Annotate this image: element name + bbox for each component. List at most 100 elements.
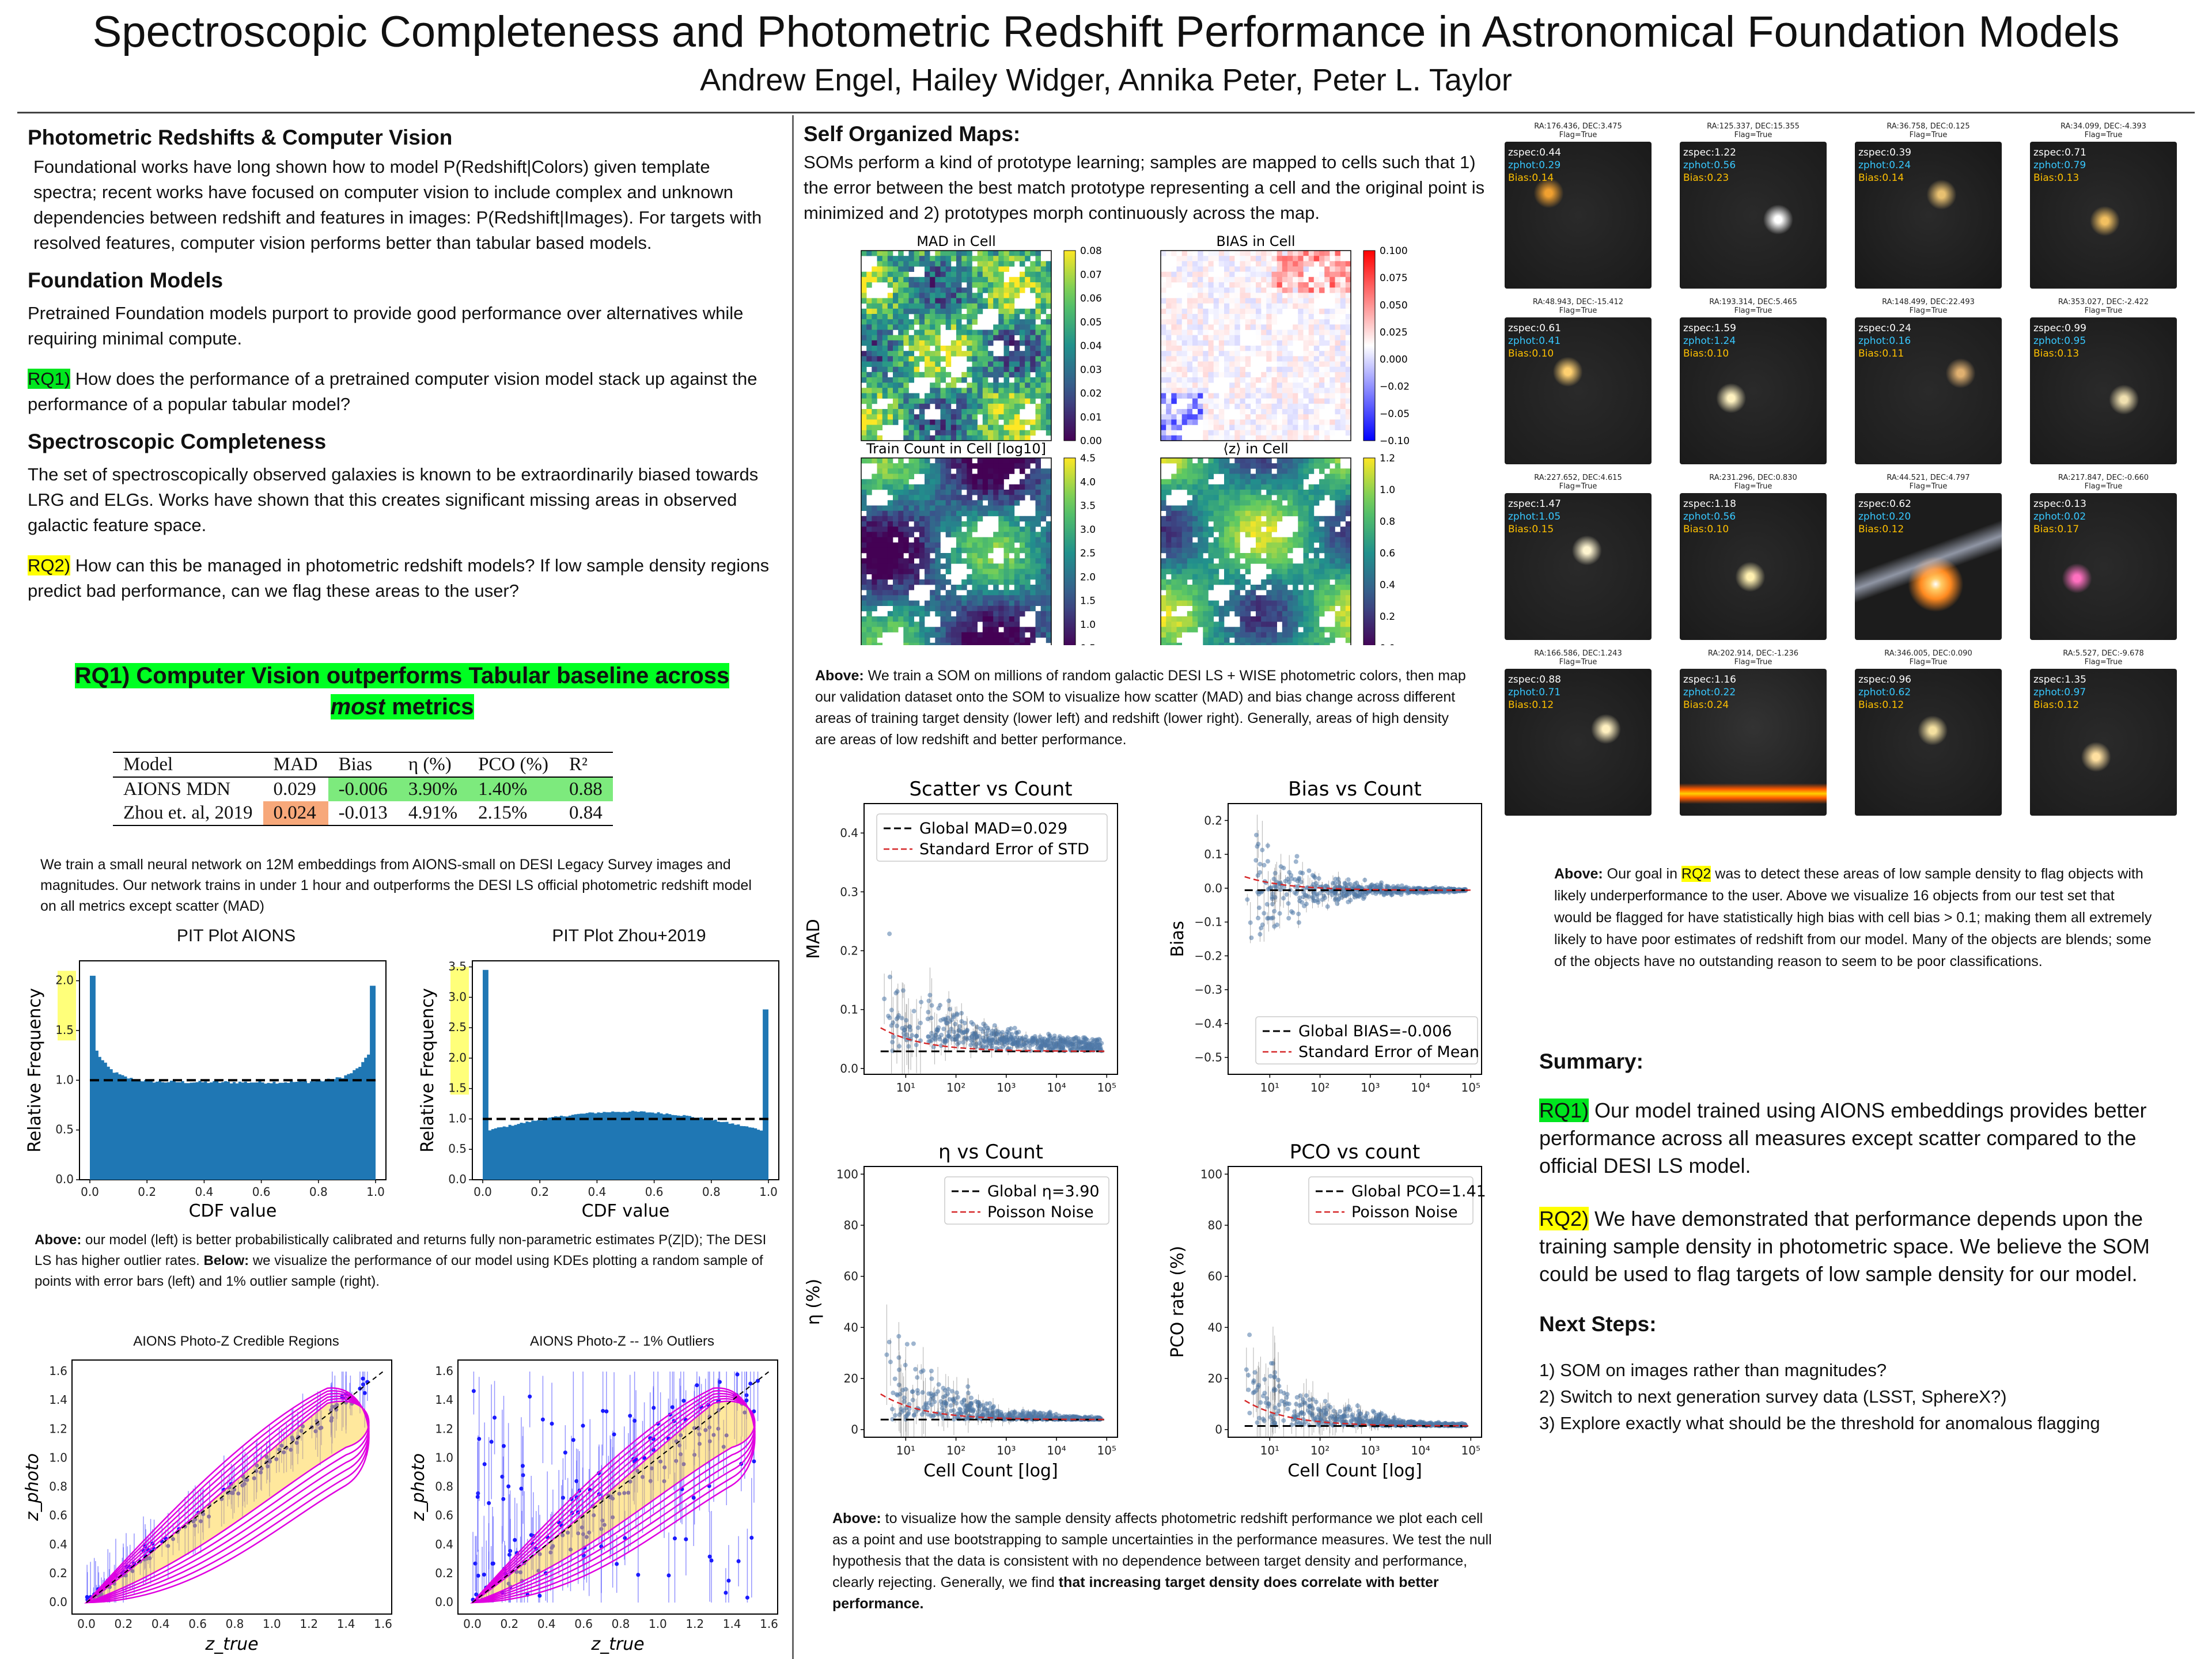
som-cell [898, 361, 904, 367]
som-cell [919, 403, 925, 410]
som-cell [982, 495, 988, 501]
som-cell [1224, 366, 1230, 373]
som-cell [982, 569, 988, 574]
som-cell [1014, 484, 1020, 490]
som-cell [1040, 319, 1047, 325]
som-cell [1240, 366, 1245, 373]
som-cell [919, 627, 925, 632]
som-cell [861, 500, 867, 506]
som-cell [882, 616, 888, 622]
som-cell [1313, 409, 1320, 415]
som-cell [872, 616, 877, 622]
som-cell [1308, 435, 1315, 441]
som-cell [998, 276, 1004, 283]
som-cell [1298, 527, 1304, 532]
som-cell [1198, 414, 1203, 420]
som-cell [1213, 600, 1219, 606]
som-cell [1218, 458, 1225, 464]
som-cell [877, 595, 882, 601]
som-cell [1256, 398, 1262, 404]
som-cell [1046, 266, 1052, 272]
som-cell [930, 324, 935, 330]
som-cell [956, 605, 962, 612]
som-cell [1335, 356, 1340, 362]
som-cell [1171, 393, 1177, 399]
som-cell [988, 537, 994, 543]
som-cell [1335, 372, 1340, 378]
som-cell [998, 458, 1004, 464]
som-cell [998, 600, 1004, 606]
som-cell [866, 627, 872, 632]
som-cell [982, 605, 988, 612]
som-cell [1250, 382, 1256, 388]
som-cell [1224, 293, 1230, 298]
som-cell [1261, 458, 1267, 464]
som-cell [1298, 266, 1304, 272]
som-cell [1245, 351, 1251, 357]
som-cell [1229, 474, 1235, 479]
som-cell [956, 642, 962, 649]
som-cell [1345, 372, 1351, 378]
som-cell [882, 303, 888, 309]
som-cell [866, 632, 872, 638]
som-cell [1035, 622, 1041, 627]
som-cell [908, 366, 914, 373]
som-cell [1240, 356, 1245, 362]
som-cell [1176, 516, 1182, 522]
som-cell [1030, 319, 1036, 325]
som-cell [1271, 510, 1277, 517]
som-cell [1308, 537, 1315, 543]
som-cell [877, 382, 882, 388]
som-cell [893, 527, 899, 532]
som-cell [872, 298, 877, 304]
som-cell [1040, 287, 1047, 293]
som-cell [1266, 527, 1272, 532]
som-cell [998, 271, 1004, 278]
som-cell [1224, 308, 1230, 315]
som-cell [914, 569, 920, 574]
som-cell [919, 398, 925, 404]
som-cell [1014, 314, 1020, 320]
som-cell [898, 393, 904, 399]
som-cell [972, 505, 978, 511]
som-cell [1171, 595, 1177, 601]
som-cell [1234, 314, 1240, 320]
som-cell [1198, 484, 1203, 490]
som-cell [998, 266, 1004, 272]
som-cell [1303, 595, 1309, 601]
som-cell [1030, 458, 1036, 464]
som-cell [1009, 393, 1015, 399]
som-cell [1014, 463, 1020, 469]
som-cell [1335, 600, 1340, 606]
som-cell [1330, 266, 1335, 272]
som-cell [1040, 600, 1047, 606]
som-cell [1224, 287, 1230, 293]
som-cell [893, 532, 899, 537]
som-cell [1282, 366, 1288, 373]
som-cell [1324, 366, 1330, 373]
som-cell [1324, 553, 1330, 559]
som-cell [1046, 479, 1052, 485]
som-cell [1208, 351, 1214, 357]
som-cell [1003, 516, 1009, 522]
som-cell [1287, 430, 1293, 436]
som-cell [977, 256, 983, 262]
som-cell [887, 377, 893, 383]
som-cell [977, 458, 983, 464]
som-cell [919, 261, 925, 267]
som-cell [1313, 419, 1320, 425]
som-cell [925, 251, 930, 256]
som-cell [1171, 547, 1177, 554]
som-cell [1161, 282, 1166, 288]
som-cell [1187, 547, 1193, 554]
som-cell [1345, 346, 1351, 351]
som-cell [950, 642, 957, 649]
som-cell [1192, 510, 1198, 517]
som-cell [972, 308, 978, 315]
som-cell [861, 287, 867, 293]
som-cell [940, 563, 946, 569]
som-cell [945, 414, 952, 420]
som-cell [1009, 388, 1015, 393]
som-cell [1198, 579, 1203, 585]
som-cell [1261, 303, 1267, 309]
